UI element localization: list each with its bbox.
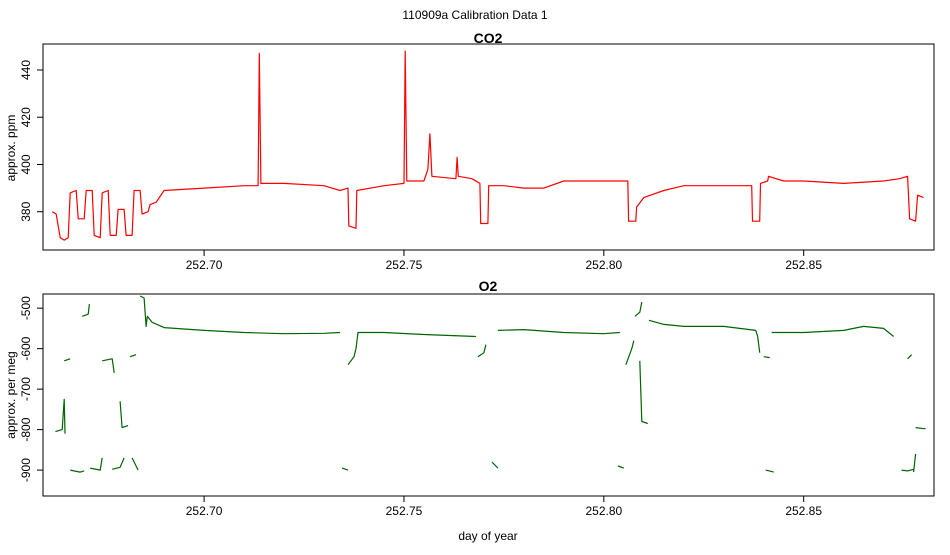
o2-series-line-segment	[70, 469, 85, 473]
o2-panel: O2 approx. per meg -500-600-700-800-900 …	[4, 278, 935, 518]
o2-series-line-segment	[634, 301, 643, 317]
o2-series-line-segment	[119, 401, 129, 429]
o2-series-line-segment	[491, 461, 499, 469]
o2-series-line-segment	[915, 427, 926, 430]
o2-series-line-segment	[112, 457, 125, 470]
o2-series-line-segment	[139, 295, 341, 335]
co2-y-tick-label: 380	[19, 201, 33, 221]
x-axis-label: day of year	[458, 529, 517, 543]
o2-y-axis: -500 -600 -700 -800 -900	[19, 296, 43, 482]
co2-y-axis: 380 400 420 440	[19, 60, 43, 222]
co2-x-tick-label: 252.80	[585, 258, 622, 272]
o2-series-line-segment	[765, 469, 774, 473]
co2-ylabel: approx. ppm	[4, 115, 18, 182]
o2-series-line-segment	[90, 457, 103, 471]
o2-series-line-segment	[129, 354, 137, 358]
o2-y-tick-label: -500	[19, 296, 33, 320]
co2-y-tick-label: 400	[19, 154, 33, 174]
o2-series-line-segment	[771, 325, 894, 337]
o2-series-line-segment	[64, 358, 71, 362]
o2-series-line-segment	[907, 354, 913, 360]
o2-series-line-segment	[625, 340, 635, 366]
o2-y-tick-label: -700	[19, 377, 33, 401]
o2-y-tick-label: -800	[19, 417, 33, 441]
o2-series-line-segment	[477, 344, 487, 358]
o2-series-line-segment	[347, 331, 476, 366]
o2-series-line-segment	[617, 465, 624, 469]
o2-x-tick-label: 252.75	[386, 504, 423, 518]
o2-series-line-segment	[131, 457, 139, 471]
o2-panel-title: O2	[479, 278, 498, 294]
o2-series-line-segment	[648, 319, 761, 353]
o2-x-tick-label: 252.80	[585, 504, 622, 518]
co2-x-axis: 252.70 252.75 252.80 252.85	[186, 250, 822, 272]
o2-series-line-segment	[82, 304, 90, 317]
co2-panel-title: CO2	[474, 30, 503, 46]
o2-series-line-segment	[639, 360, 648, 425]
co2-y-tick-label: 440	[19, 60, 33, 80]
co2-series-line	[51, 50, 924, 241]
o2-series-line-segment	[341, 467, 349, 471]
co2-x-tick-label: 252.70	[186, 258, 223, 272]
o2-series-line-segment	[913, 453, 917, 473]
o2-series-line-segment	[102, 358, 115, 373]
o2-y-tick-label: -900	[19, 458, 33, 482]
o2-series-line-segment	[901, 468, 914, 472]
o2-x-axis: 252.70 252.75 252.80 252.85	[186, 496, 822, 518]
o2-series-line-segment	[55, 398, 66, 434]
o2-x-tick-label: 252.85	[785, 504, 822, 518]
o2-y-tick-label: -600	[19, 336, 33, 360]
co2-x-tick-label: 252.75	[386, 258, 423, 272]
co2-y-tick-label: 420	[19, 107, 33, 127]
figure-title: 110909a Calibration Data 1	[402, 8, 548, 22]
o2-series-line-segment	[497, 329, 620, 335]
o2-series	[55, 295, 926, 473]
co2-series	[51, 50, 924, 241]
o2-ylabel: approx. per meg	[4, 351, 18, 438]
o2-series-line-segment	[763, 356, 770, 359]
o2-x-tick-label: 252.70	[186, 504, 223, 518]
co2-x-tick-label: 252.85	[785, 258, 822, 272]
o2-plot-frame	[42, 293, 935, 497]
co2-plot-frame	[42, 43, 935, 251]
